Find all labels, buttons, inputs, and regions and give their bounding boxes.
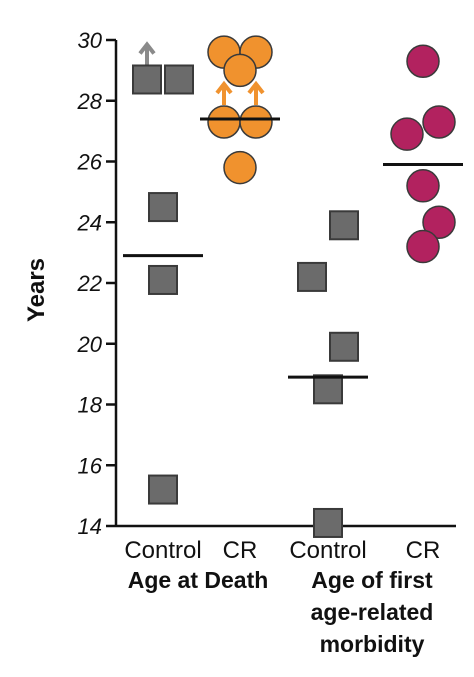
- data-point-circle: [223, 150, 257, 185]
- data-point-square: [164, 64, 194, 95]
- group-label: Age at Death: [128, 567, 269, 593]
- data-point-circle: [207, 105, 241, 139]
- data-point-square: [313, 374, 343, 405]
- data-point-circle: [406, 229, 440, 264]
- data-point-circle: [239, 105, 273, 139]
- data-point-circle: [406, 169, 440, 203]
- data-point-circle: [422, 105, 456, 139]
- y-tick-label: 22: [77, 271, 102, 296]
- y-tick-label: 26: [77, 150, 103, 175]
- data-point-square: [148, 474, 178, 505]
- y-axis-label: Years: [23, 258, 50, 322]
- data-point-square: [297, 261, 327, 292]
- data-point-square: [329, 331, 359, 362]
- group-label: age-related: [311, 599, 434, 625]
- data-point-square: [148, 192, 178, 223]
- y-tick-label: 24: [77, 210, 102, 235]
- group-label: Age of first: [311, 567, 433, 593]
- y-tick-label: 28: [77, 89, 103, 114]
- y-tick-label: 20: [77, 332, 103, 357]
- data-point-circle: [390, 117, 424, 151]
- y-tick-label: 16: [78, 453, 103, 478]
- data-point-square: [132, 64, 162, 95]
- category-label: CR: [406, 537, 441, 564]
- data-point-circle: [406, 44, 440, 79]
- data-point-square: [313, 507, 343, 538]
- category-label: Control: [124, 537, 201, 564]
- up-arrow-head: [247, 80, 265, 95]
- axes: 14 16 18 20 22 24 26 28 30: [77, 28, 456, 539]
- category-labels: Control CR Age at Death Control CR Age of fir…: [124, 537, 440, 657]
- up-arrow-head: [138, 41, 156, 55]
- data-point-square: [329, 210, 359, 241]
- y-tick-label: 18: [78, 393, 103, 418]
- category-label: CR: [223, 537, 258, 564]
- data-marks: [123, 35, 463, 538]
- data-point-circle: [422, 205, 456, 239]
- y-tick-label: 14: [78, 514, 102, 539]
- group-label: morbidity: [320, 631, 425, 657]
- data-point-square: [148, 264, 178, 295]
- up-arrow-head: [215, 80, 233, 95]
- y-tick-label: 30: [78, 28, 103, 53]
- category-label: Control: [289, 537, 366, 564]
- data-point-circle: [223, 53, 257, 88]
